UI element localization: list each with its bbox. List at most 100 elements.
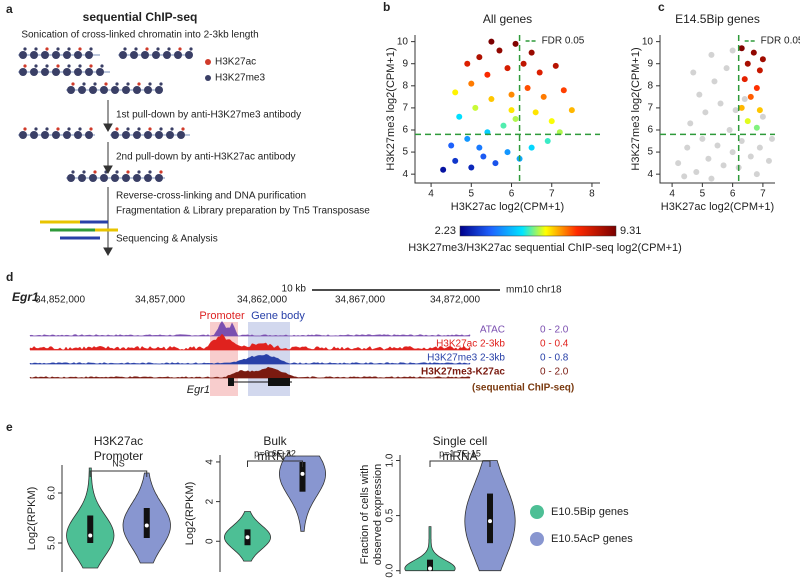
x-axis-label: H3K27ac log2(CPM+1)	[661, 201, 774, 213]
nucleosome	[177, 131, 185, 139]
chart-title: Promoter	[94, 449, 143, 463]
point	[484, 71, 491, 78]
legend-label: H3K27ac	[215, 57, 256, 68]
point	[552, 62, 559, 69]
point	[500, 122, 507, 129]
chart-title: Single cell	[433, 434, 488, 448]
point	[756, 144, 763, 151]
mark	[126, 127, 130, 131]
mark	[93, 82, 97, 86]
coordinate: 34,867,000	[335, 295, 385, 306]
mark	[23, 64, 27, 68]
mark	[115, 82, 119, 86]
mark	[45, 64, 49, 68]
y-tick-label: 7	[647, 103, 653, 114]
mark	[126, 82, 130, 86]
y-tick-label: 9	[647, 58, 653, 69]
legend-swatch	[530, 532, 544, 546]
mark	[82, 170, 86, 174]
mark	[78, 64, 82, 68]
nucleosome	[52, 131, 60, 139]
nucleosome	[89, 174, 97, 182]
nucleosome	[163, 51, 171, 59]
mark	[23, 47, 27, 51]
point	[693, 168, 700, 175]
point	[504, 65, 511, 72]
panel-label: d	[6, 270, 13, 284]
y-tick-label: 5.0	[47, 536, 58, 550]
point	[456, 113, 463, 120]
point	[744, 60, 751, 67]
violin	[404, 526, 456, 572]
mark	[159, 82, 163, 86]
point	[759, 56, 766, 63]
genome-label: mm10 chr18	[506, 285, 562, 296]
nucleosome	[100, 86, 108, 94]
mark	[137, 170, 141, 174]
nucleosome	[41, 68, 49, 76]
y-axis-label: Log2(RPKM)	[184, 482, 196, 546]
mark	[137, 82, 141, 86]
legend-dot	[205, 75, 211, 81]
nucleosome	[133, 131, 141, 139]
point	[690, 69, 697, 76]
legend-label: E10.5AcP genes	[551, 533, 633, 545]
nucleosome	[52, 68, 60, 76]
mark	[159, 170, 163, 174]
point	[753, 171, 760, 178]
gene-label: Egr1	[187, 384, 210, 396]
step: 2nd pull-down by anti-H3K27ac antibody	[116, 152, 296, 163]
point	[741, 76, 748, 83]
step: Fragmentation & Library preparation by T…	[116, 206, 370, 217]
annotation: NS	[112, 458, 125, 468]
mark	[104, 82, 108, 86]
nucleosome	[74, 131, 82, 139]
point	[714, 142, 721, 149]
legend-label: H3K27me3	[215, 73, 265, 84]
coordinate: 34,862,000	[237, 295, 287, 306]
point	[756, 67, 763, 74]
point	[532, 109, 539, 116]
mark	[67, 47, 71, 51]
y-axis-label: Log2(RPKM)	[26, 487, 38, 551]
colorbar	[459, 225, 617, 237]
colorbar-tick: 2.23	[435, 225, 456, 237]
mark	[45, 47, 49, 51]
point	[448, 142, 455, 149]
y-tick-label: 6.0	[47, 486, 58, 500]
mark	[78, 127, 82, 131]
plots: b All genes 4 5 6 7 8 4 5 6 7 8 9 10 H3K27ac log2(CPM+…	[26, 0, 800, 577]
point	[723, 65, 730, 72]
annotation: p=1.7E-15	[439, 448, 481, 458]
nucleosome	[30, 131, 38, 139]
nucleosome	[63, 51, 71, 59]
point	[504, 149, 511, 156]
mark	[89, 47, 93, 51]
y-tick-label: 9	[402, 58, 408, 69]
nucleosome	[63, 68, 71, 76]
nucleosome	[74, 51, 82, 59]
point	[480, 153, 487, 160]
coordinate: 34,872,000	[430, 295, 480, 306]
nucleosome	[155, 86, 163, 94]
mark	[89, 64, 93, 68]
mark	[82, 82, 86, 86]
point	[468, 164, 475, 171]
point	[720, 162, 727, 169]
x-axis-label: H3K27ac log2(CPM+1)	[451, 201, 564, 213]
mark	[93, 170, 97, 174]
y-tick-label: 10	[642, 36, 654, 47]
chart-title: H3K27ac	[94, 434, 143, 448]
nucleosome	[122, 86, 130, 94]
nucleosome	[155, 174, 163, 182]
track-range: 0 - 2.0	[540, 367, 569, 378]
legend-dot	[205, 59, 211, 65]
legend-label: E10.5Bip genes	[551, 506, 629, 518]
x-tick-label: 7	[760, 189, 766, 200]
mark	[137, 127, 141, 131]
mark	[148, 170, 152, 174]
point	[560, 87, 567, 94]
x-tick-label: 4	[669, 189, 675, 200]
point	[765, 157, 772, 164]
arrows	[103, 100, 113, 257]
